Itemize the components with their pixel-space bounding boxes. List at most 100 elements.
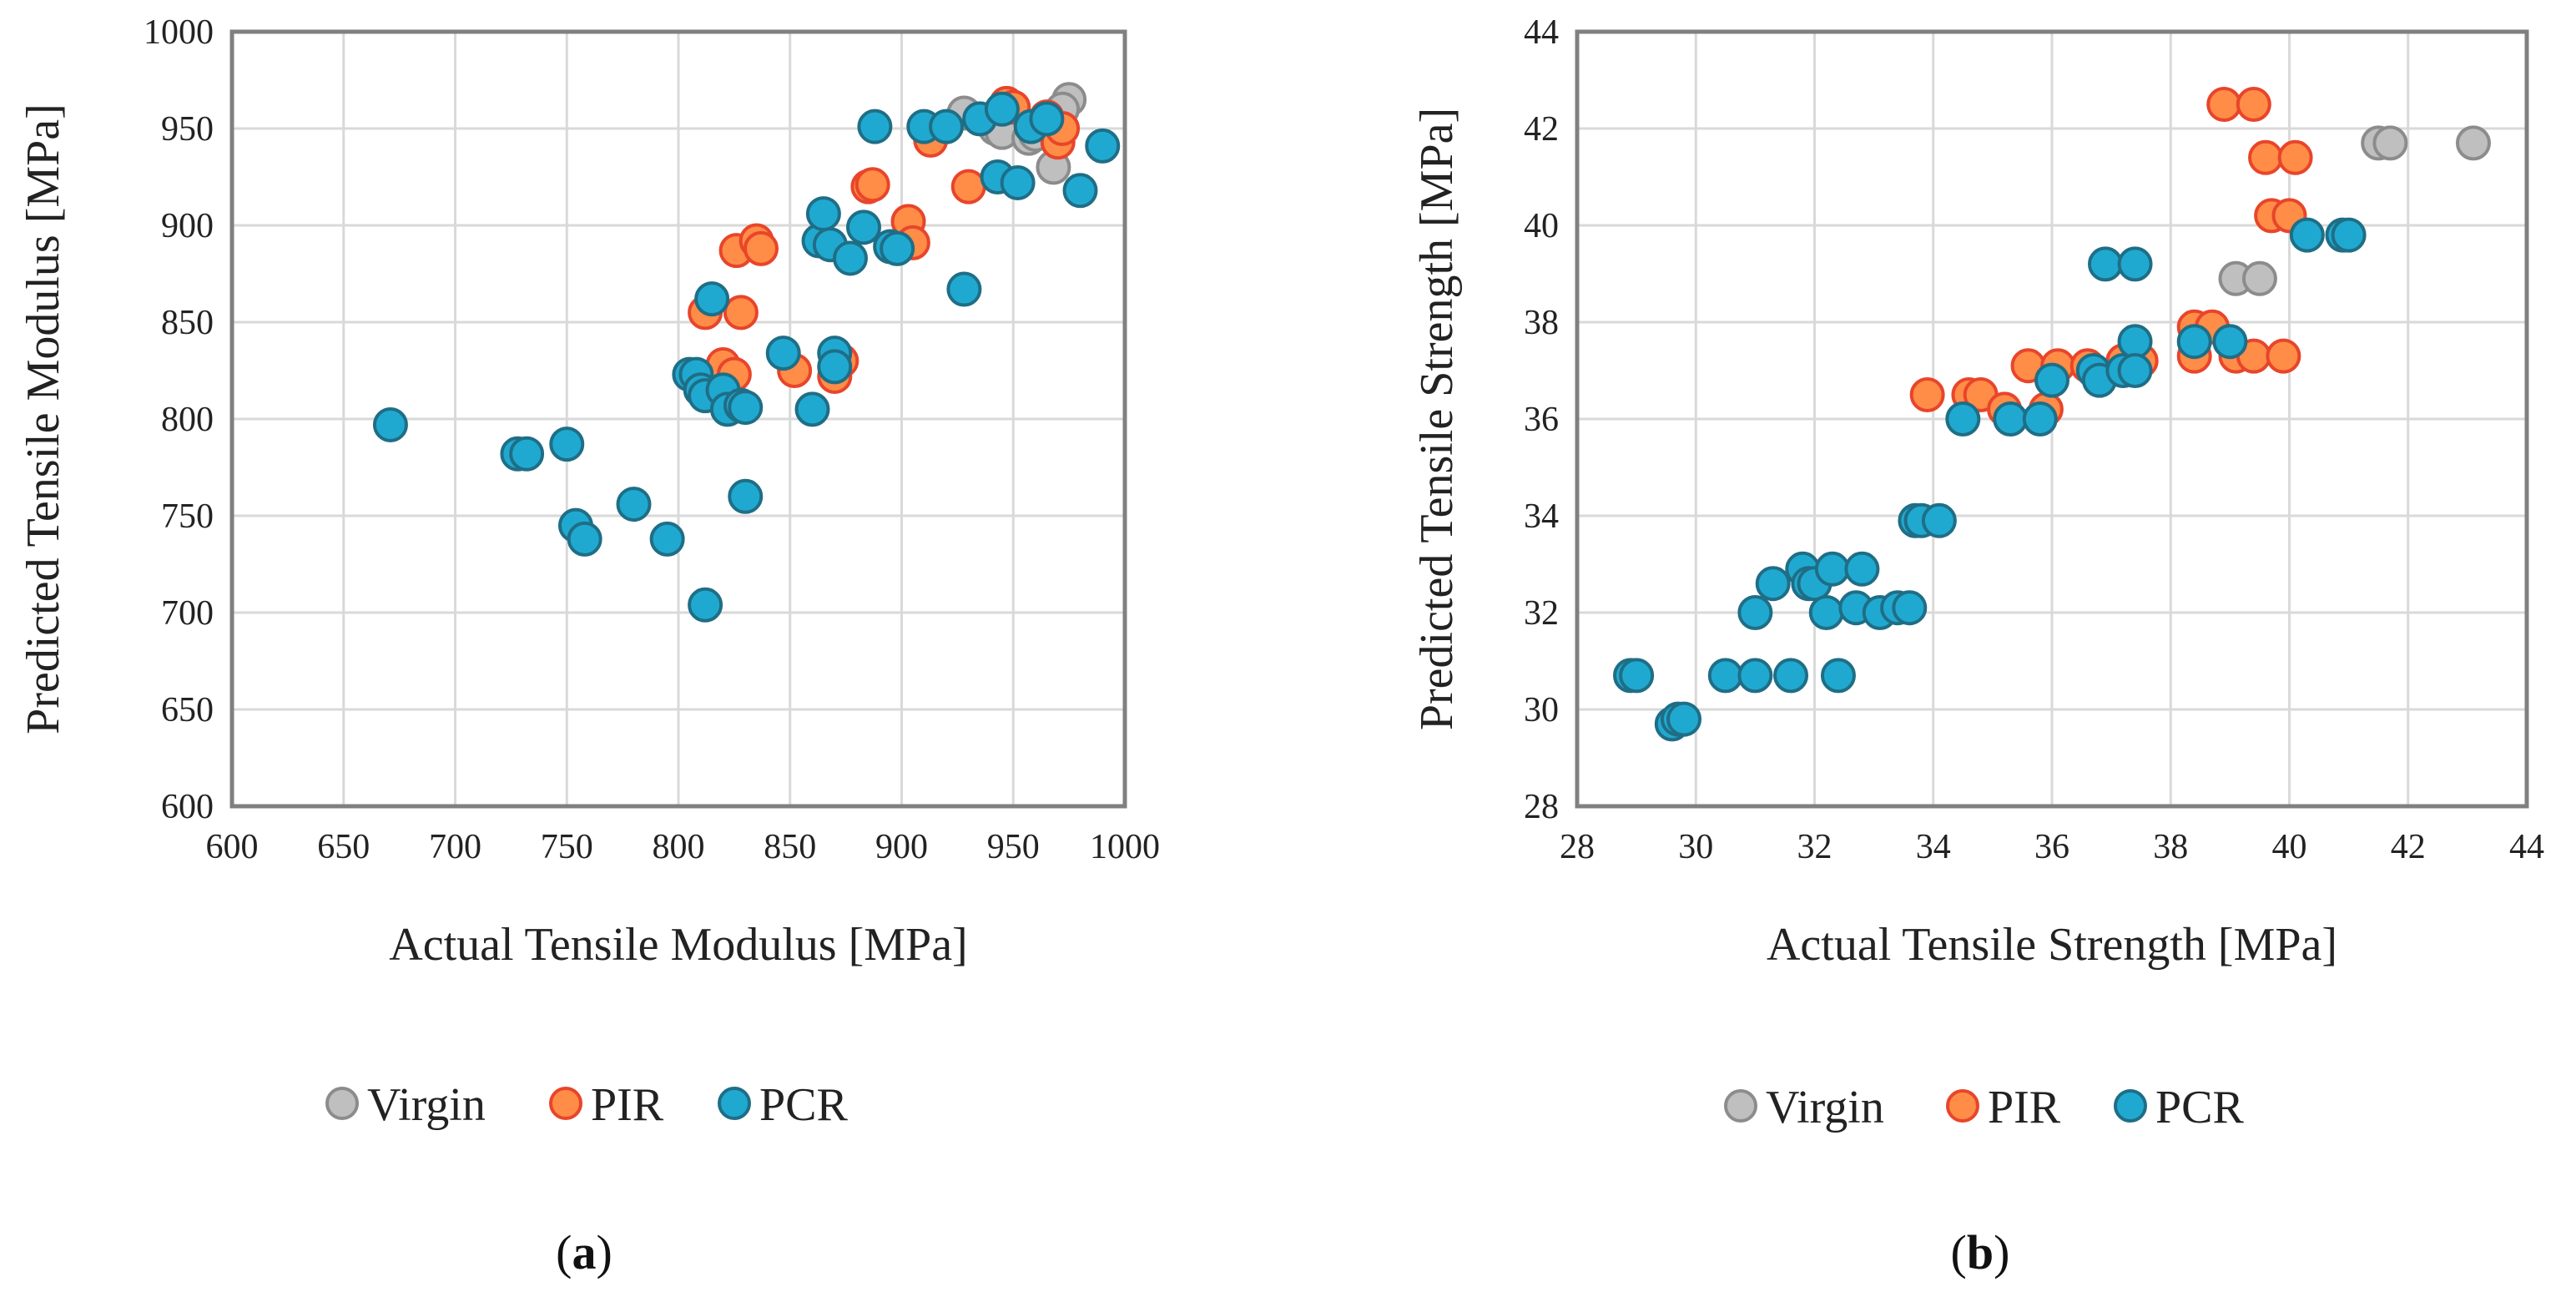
panel-b-x-axis-title: Actual Tensile Strength [MPa]: [1767, 919, 2337, 971]
y-tick-label: 1000: [144, 13, 214, 52]
panel-a-label-letter: a: [572, 1225, 597, 1279]
point-pcr: [549, 426, 585, 462]
point-pcr: [1619, 658, 1655, 694]
x-tick-label: 650: [317, 828, 370, 866]
point-pcr: [1737, 595, 1773, 630]
panel-a-points: [372, 82, 1121, 623]
y-tick-label: 900: [161, 207, 214, 245]
x-tick-label: 1000: [1090, 828, 1160, 866]
legend-label-pir: PIR: [591, 1079, 664, 1131]
point-pcr: [1773, 658, 1809, 694]
point-pcr: [1945, 401, 1981, 437]
point-pcr: [857, 108, 893, 144]
legend-marker-virgin: [1724, 1089, 1757, 1123]
panel-b: 28 30 32 34 36 38 40 42 44 28 30 32 34 36 38 40 42 44 Ac…: [1411, 13, 2544, 1279]
point-pir: [2206, 87, 2242, 122]
legend-label-virgin: Virgin: [367, 1079, 486, 1131]
panel-a: 600 650 700 750 800 850 900 950 1000 600 650 700 75…: [18, 13, 1160, 1279]
y-tick-label: 650: [161, 691, 214, 729]
panel-b-label-open: (: [1951, 1225, 1967, 1279]
panel-a-x-axis-title: Actual Tensile Modulus [MPa]: [389, 919, 967, 971]
legend-marker-pir: [1946, 1089, 1979, 1123]
point-pcr: [2289, 217, 2325, 253]
point-pcr: [616, 487, 652, 522]
panel-a-legend: Virgin PIR PCR: [325, 1079, 848, 1131]
point-pcr: [1808, 595, 1844, 630]
x-tick-label: 750: [541, 828, 593, 866]
point-pcr: [2176, 324, 2212, 360]
point-pir: [950, 169, 986, 204]
x-tick-label: 30: [1678, 828, 1713, 866]
point-pcr: [984, 91, 1020, 127]
point-pir: [1909, 377, 1945, 412]
point-pcr: [1993, 401, 2029, 437]
panel-b-label-close: ): [1994, 1225, 2009, 1279]
point-pcr: [1029, 101, 1065, 137]
point-pcr: [1921, 502, 1957, 538]
panel-b-y-tick-labels: 28 30 32 34 36 38 40 42 44: [1524, 13, 1559, 826]
panel-b-plot-frame: [1575, 29, 2529, 809]
panel-a-y-tick-labels: 600 650 700 750 800 850 900 950 1000: [144, 13, 214, 826]
point-pcr: [728, 478, 764, 514]
y-tick-label: 30: [1524, 691, 1559, 729]
y-tick-label: 950: [161, 110, 214, 149]
panel-b-x-tick-labels: 28 30 32 34 36 38 40 42 44: [1560, 828, 2544, 866]
y-tick-label: 32: [1524, 594, 1559, 633]
point-pir: [854, 167, 890, 203]
legend-label-pcr: PCR: [759, 1079, 848, 1131]
point-pir: [2236, 87, 2271, 122]
y-tick-label: 44: [1524, 13, 1559, 52]
y-tick-label: 36: [1524, 401, 1559, 439]
point-pcr: [2117, 324, 2153, 360]
x-tick-label: 32: [1797, 828, 1832, 866]
point-pcr: [694, 281, 730, 317]
legend-label-pir: PIR: [1988, 1082, 2061, 1133]
point-pcr: [2117, 353, 2153, 388]
panel-a-label: (a): [556, 1225, 612, 1279]
point-pcr: [649, 521, 685, 557]
point-pir: [2248, 139, 2284, 175]
y-tick-label: 750: [161, 497, 214, 536]
point-pcr: [946, 271, 982, 307]
panel-b-legend: Virgin PIR PCR: [1724, 1082, 2244, 1133]
x-tick-label: 900: [875, 828, 928, 866]
legend-marker-virgin: [325, 1087, 359, 1120]
point-pcr: [2034, 362, 2069, 398]
x-tick-label: 700: [429, 828, 481, 866]
point-pcr: [2117, 246, 2153, 282]
point-virgin: [2372, 125, 2408, 161]
point-pcr: [1707, 658, 1743, 694]
point-pcr: [1085, 128, 1121, 164]
point-pcr: [509, 436, 545, 472]
point-pcr: [2088, 246, 2124, 282]
point-pcr: [2212, 324, 2248, 360]
point-pcr: [805, 196, 841, 232]
y-tick-label: 850: [161, 304, 214, 342]
y-tick-label: 38: [1524, 304, 1559, 342]
panel-a-y-axis-title: Predicted Tensile Modulus [MPa]: [18, 103, 69, 734]
y-tick-label: 42: [1524, 110, 1559, 149]
x-tick-label: 600: [206, 828, 259, 866]
y-tick-label: 40: [1524, 207, 1559, 245]
panel-b-y-axis-title: Predicted Tensile Strength [MPa]: [1411, 108, 1463, 730]
point-virgin: [2241, 260, 2277, 296]
point-pcr: [1844, 551, 1880, 587]
x-tick-label: 42: [2391, 828, 2426, 866]
y-tick-label: 28: [1524, 788, 1559, 826]
x-tick-label: 28: [1560, 828, 1595, 866]
point-pcr: [1062, 173, 1098, 209]
point-pcr: [688, 587, 723, 623]
legend-label-pcr: PCR: [2155, 1082, 2244, 1133]
point-pcr: [794, 391, 830, 427]
panel-b-label-letter: b: [1967, 1225, 1994, 1279]
point-pcr: [567, 521, 602, 557]
point-pir: [723, 295, 759, 331]
point-pcr: [929, 108, 964, 144]
point-pcr: [817, 349, 853, 385]
legend-marker-pir: [549, 1087, 582, 1120]
point-pcr: [728, 390, 764, 426]
panel-b-label: (b): [1951, 1225, 2010, 1279]
point-pir: [743, 230, 779, 266]
point-pcr: [1755, 566, 1791, 602]
